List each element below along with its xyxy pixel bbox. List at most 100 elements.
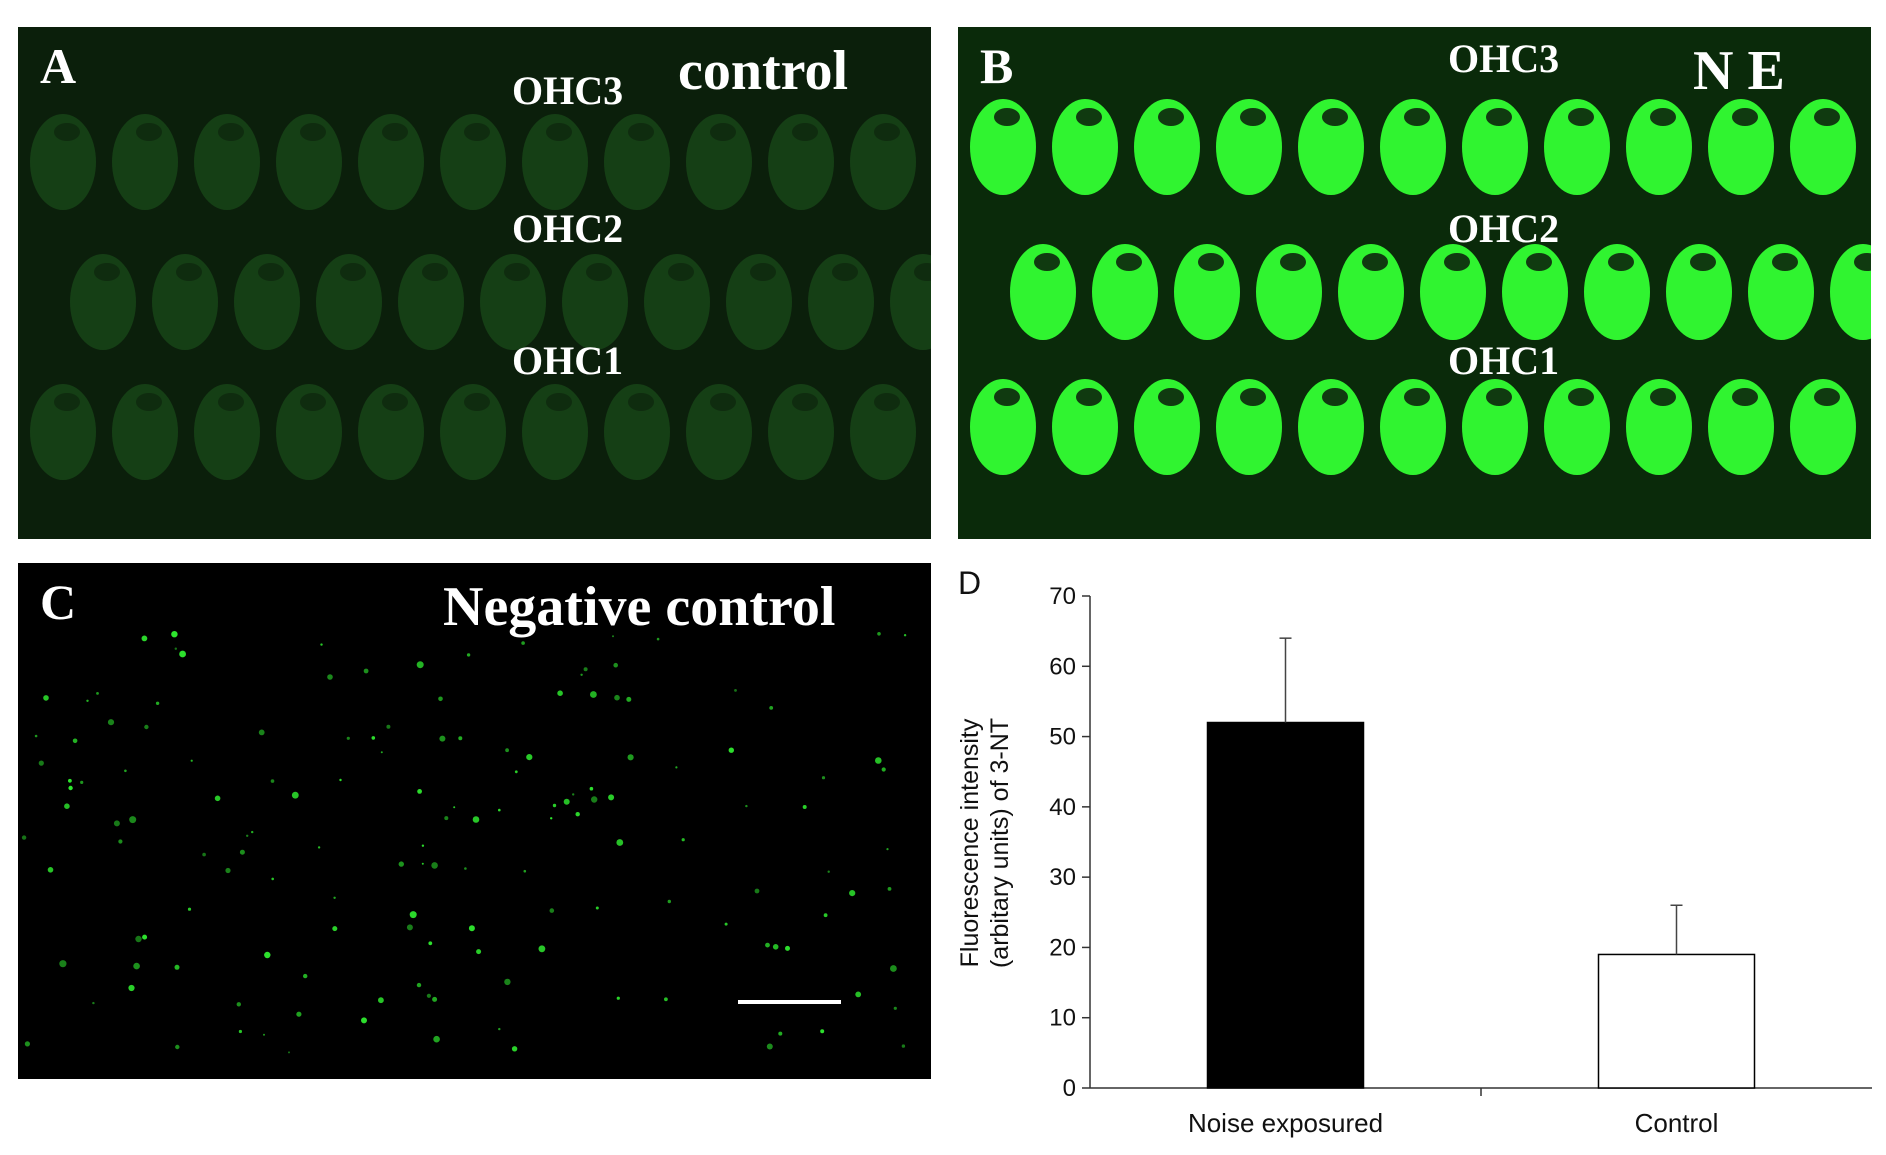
fluorescent-dot [464, 867, 467, 870]
fluorescent-dot [68, 785, 73, 791]
panel-a-micrograph: A control OHC3 OHC2 OHC1 [18, 27, 931, 539]
fluorescent-dot [421, 862, 424, 865]
fluorescent-dot [626, 696, 632, 702]
fluorescent-dot [893, 1006, 897, 1010]
fluorescent-dot [667, 899, 671, 904]
fluorescent-dot [881, 767, 886, 772]
hair-cell [604, 114, 670, 210]
hair-cell [1544, 379, 1610, 475]
hair-cell [276, 384, 342, 480]
fluorescent-dot [317, 846, 321, 849]
hair-cell [970, 379, 1036, 475]
hair-cell [1174, 244, 1240, 340]
fluorescent-dot [24, 1041, 30, 1047]
hair-cell [398, 254, 464, 350]
fluorescent-dot [575, 812, 580, 817]
fluorescent-dot [549, 908, 555, 913]
fluorescent-dot [823, 913, 828, 918]
fluorescent-dot [270, 779, 275, 783]
fluorescent-dot [296, 1011, 302, 1017]
hair-cell [1298, 379, 1364, 475]
fluorescent-dot [745, 804, 748, 808]
hair-cell [1790, 99, 1856, 195]
fluorescent-dot [466, 653, 471, 657]
panel-a-row-ohc3: OHC3 [512, 68, 624, 113]
fluorescent-dot [426, 993, 431, 998]
fluorescent-dot [421, 844, 425, 847]
fluorescent-dot [523, 869, 527, 873]
fluorescent-dot [80, 780, 84, 784]
fluorescent-dot [327, 674, 333, 680]
fluorescent-dot [765, 942, 770, 948]
hair-cell [1790, 379, 1856, 475]
fluorescent-dot [901, 1044, 906, 1048]
fluorescent-dot [614, 694, 620, 701]
fluorescent-dot [288, 1051, 290, 1054]
hair-cell [1052, 99, 1118, 195]
fluorescent-dot [778, 1031, 783, 1036]
fluorescent-dot [511, 1046, 518, 1052]
fluorescent-dot [458, 736, 463, 741]
hair-cell [1708, 379, 1774, 475]
hair-cell [112, 114, 178, 210]
hair-cell [1216, 99, 1282, 195]
panel-c-micrograph: C Negative control [18, 563, 931, 1079]
hair-cell [1626, 99, 1692, 195]
y-axis-title-line-1: Fluorescence intensity [956, 718, 984, 967]
fluorescent-dot [444, 816, 449, 821]
fluorescent-dot [291, 791, 299, 799]
fluorescent-dot [238, 1029, 242, 1034]
hair-cell [850, 114, 916, 210]
fluorescent-dot [616, 839, 624, 846]
fluorescent-dot [538, 945, 546, 953]
fluorescent-dot [363, 668, 369, 674]
fluorescent-dot [552, 803, 557, 808]
fluorescent-dot [332, 926, 338, 932]
hair-cell [30, 384, 96, 480]
panel-c-label: C [40, 574, 77, 630]
fluorescent-dot [886, 848, 889, 851]
fluorescent-dot [333, 896, 336, 899]
hair-cell [1216, 379, 1282, 475]
panel-d-label: D [958, 565, 981, 601]
fluorescent-dot [128, 984, 135, 992]
hair-cell [276, 114, 342, 210]
fluorescent-dot [439, 735, 446, 742]
panel-b-row-ohc3: OHC3 [1448, 36, 1560, 81]
hair-cell [194, 114, 260, 210]
fluorescent-dot [505, 748, 509, 753]
fluorescent-dot [107, 719, 115, 726]
fluorescent-dot [303, 973, 308, 979]
fluorescent-dot [754, 888, 760, 894]
fluorescent-dot [361, 1017, 367, 1024]
fluorescent-dot [572, 793, 575, 796]
fluorescent-dot [724, 922, 728, 926]
fluorescent-dot [124, 769, 127, 773]
fluorescent-dot [406, 924, 413, 931]
fluorescent-dot [179, 650, 187, 658]
fluorescent-dot [772, 944, 779, 950]
hair-cell [1134, 99, 1200, 195]
hair-cell [644, 254, 710, 350]
fluorescent-dot [225, 867, 231, 874]
hair-cell [194, 384, 260, 480]
fluorescent-dot [431, 862, 438, 869]
hair-cell [1462, 99, 1528, 195]
fluorescent-dot [416, 661, 424, 669]
fluorescent-dot [855, 991, 862, 998]
y-tick-label: 20 [1049, 934, 1076, 961]
fluorescent-dot [785, 945, 790, 951]
fluorescent-dot [472, 816, 480, 823]
fluorescent-dot [802, 805, 807, 809]
fluorescent-dot [821, 776, 826, 780]
hair-cell [768, 384, 834, 480]
hair-cell [112, 384, 178, 480]
fluorescent-dot [187, 907, 192, 911]
hair-cell [890, 254, 931, 350]
hair-cell [522, 384, 588, 480]
hair-cell [440, 114, 506, 210]
hair-cell [808, 254, 874, 350]
hair-cell [1626, 379, 1692, 475]
fluorescent-dot [550, 817, 553, 820]
fluorescent-dot [681, 838, 685, 842]
